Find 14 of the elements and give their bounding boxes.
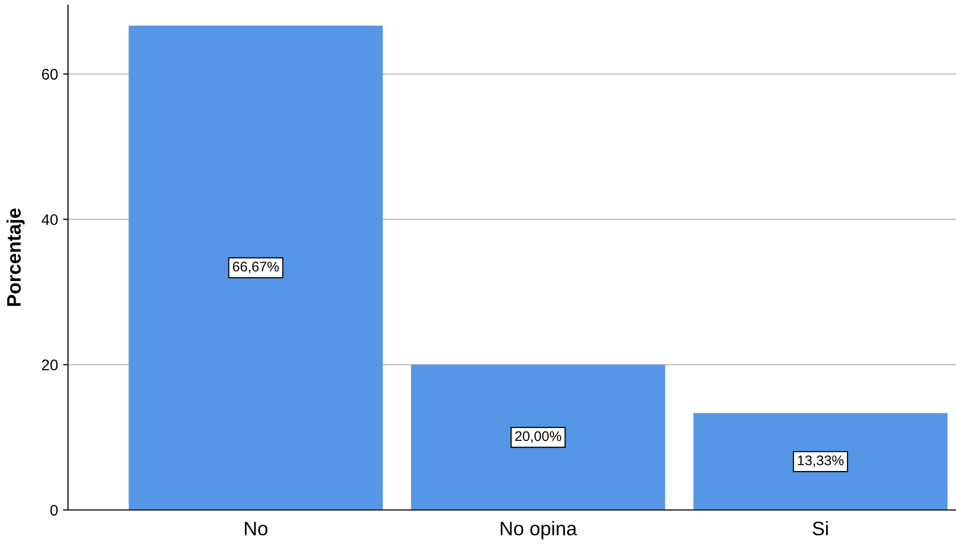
y-tick-label: 0 [50,504,58,516]
data-label: 13,33% [798,455,844,467]
x-tick-label: Si [812,521,828,536]
y-axis-title: Porcentaje [6,208,25,306]
y-tick-label: 40 [42,214,58,226]
data-label: 66,67% [232,262,279,274]
bar [128,26,383,510]
x-tick-label: No [244,522,268,536]
bar [411,364,666,510]
x-tick-label: No opina [500,521,578,540]
bar [693,413,948,510]
y-tick-label: 60 [42,68,58,80]
y-tick-label: 20 [42,360,58,370]
data-label: 20,00% [515,431,562,443]
